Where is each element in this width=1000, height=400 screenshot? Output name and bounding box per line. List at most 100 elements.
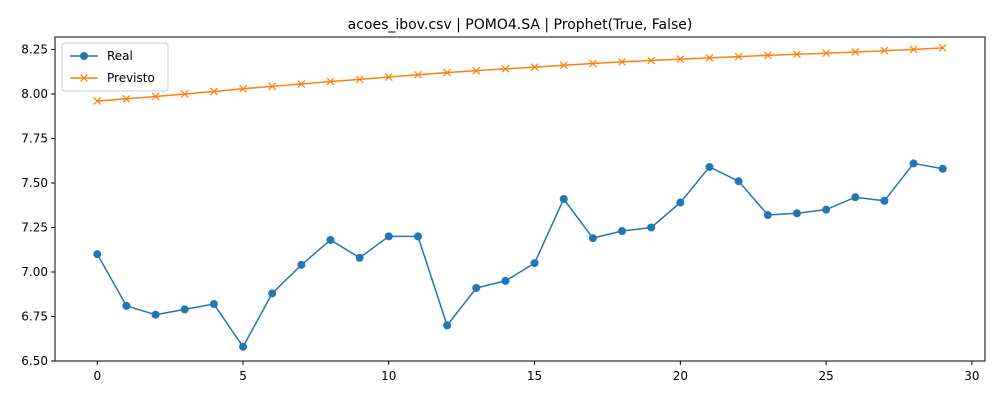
series-line-previsto: [97, 47, 943, 102]
data-point-real: [851, 193, 860, 202]
data-point-previsto: [938, 43, 947, 52]
x-marker-stroke: [559, 61, 568, 70]
data-point-previsto: [151, 92, 160, 101]
x-marker-stroke: [618, 57, 626, 66]
data-point-real: [326, 235, 335, 244]
x-marker-stroke: [880, 46, 889, 55]
legend-marker-real: [80, 52, 88, 60]
x-tick-label: 30: [964, 369, 979, 383]
data-point-previsto: [822, 49, 831, 58]
data-point-real: [122, 301, 131, 310]
x-marker-stroke: [443, 68, 452, 77]
x-axis: 0 5 10 15 20 25 30: [93, 361, 980, 383]
data-point-real: [530, 259, 539, 268]
data-point-real: [822, 205, 831, 214]
x-marker-stroke: [180, 90, 189, 98]
data-point-previsto: [180, 90, 189, 98]
x-marker-stroke: [909, 45, 918, 54]
x-marker-stroke: [647, 56, 656, 65]
data-point-previsto: [239, 84, 247, 93]
x-marker-stroke: [501, 64, 510, 73]
y-tick-label: 7.25: [21, 220, 48, 234]
x-marker-stroke: [588, 59, 597, 68]
data-point-real: [618, 227, 627, 236]
data-point-previsto: [530, 63, 539, 72]
data-point-previsto: [588, 59, 597, 68]
data-point-real: [880, 196, 889, 205]
x-tick-label: 5: [239, 369, 247, 383]
y-tick-label: 6.50: [21, 354, 48, 368]
x-tick-label: 15: [527, 369, 542, 383]
data-point-previsto: [793, 50, 801, 59]
data-point-real: [180, 305, 189, 314]
data-point-previsto: [209, 87, 218, 96]
legend-label-real: Real: [107, 49, 133, 63]
x-marker-stroke: [122, 94, 131, 103]
x-marker-stroke: [530, 63, 539, 72]
x-marker-stroke: [472, 66, 481, 75]
data-point-real: [355, 253, 364, 262]
x-marker-stroke: [938, 43, 947, 52]
data-point-real: [239, 342, 248, 351]
data-point-previsto: [268, 82, 277, 91]
data-point-real: [588, 234, 597, 243]
plot-frame: [54, 36, 986, 362]
data-point-real: [384, 232, 393, 241]
data-point-real: [268, 289, 277, 298]
y-tick-label: 7.75: [21, 131, 48, 145]
data-point-previsto: [763, 51, 772, 60]
x-tick-label: 0: [93, 369, 101, 383]
data-point-real: [297, 260, 306, 269]
data-point-real: [705, 162, 714, 171]
x-tick-label: 20: [673, 369, 688, 383]
x-marker-stroke: [151, 92, 160, 101]
data-point-real: [443, 321, 452, 330]
data-point-real: [209, 300, 218, 309]
data-point-previsto: [676, 55, 685, 63]
x-marker-stroke: [705, 53, 714, 62]
x-marker-stroke: [268, 82, 277, 91]
data-point-real: [647, 223, 656, 232]
data-point-real: [501, 276, 510, 285]
x-marker-stroke: [209, 87, 218, 96]
x-marker-stroke: [676, 55, 685, 63]
y-tick-label: 7.00: [21, 265, 48, 279]
data-point-previsto: [618, 57, 626, 66]
data-point-real: [909, 159, 918, 168]
data-point-previsto: [472, 66, 481, 75]
data-point-previsto: [705, 53, 714, 62]
data-point-previsto: [880, 46, 889, 55]
data-point-previsto: [414, 70, 422, 79]
data-point-real: [734, 177, 743, 186]
data-point-real: [676, 198, 685, 207]
legend: Real Previsto: [61, 42, 169, 92]
data-point-previsto: [355, 75, 364, 84]
data-point-previsto: [851, 48, 860, 56]
x-marker-stroke: [763, 51, 772, 60]
x-marker-stroke: [93, 97, 102, 106]
y-tick-label: 6.75: [21, 309, 48, 323]
data-point-real: [472, 284, 481, 293]
y-tick-label: 7.50: [21, 176, 48, 190]
legend-box: [61, 42, 169, 92]
x-marker-stroke: [239, 84, 247, 93]
x-marker-stroke: [80, 74, 88, 82]
x-marker-stroke: [734, 52, 743, 61]
data-point-previsto: [559, 61, 568, 70]
x-marker-stroke: [384, 73, 393, 81]
y-axis: 6.50 6.75 7.00 7.25 7.50 7.75 8.00 8.25: [21, 42, 55, 368]
x-marker-stroke: [822, 49, 831, 58]
y-tick-label: 8.25: [21, 42, 48, 56]
data-point-real: [792, 209, 801, 218]
y-tick-label: 8.00: [21, 87, 48, 101]
data-point-real: [938, 164, 947, 173]
data-point-previsto: [297, 80, 306, 88]
data-point-previsto: [443, 68, 452, 77]
data-point-previsto: [734, 52, 743, 61]
x-marker-stroke: [355, 75, 364, 84]
data-point-previsto: [93, 97, 102, 106]
plot-area: [93, 43, 947, 351]
data-point-real: [93, 250, 102, 259]
x-marker-stroke: [297, 80, 306, 88]
